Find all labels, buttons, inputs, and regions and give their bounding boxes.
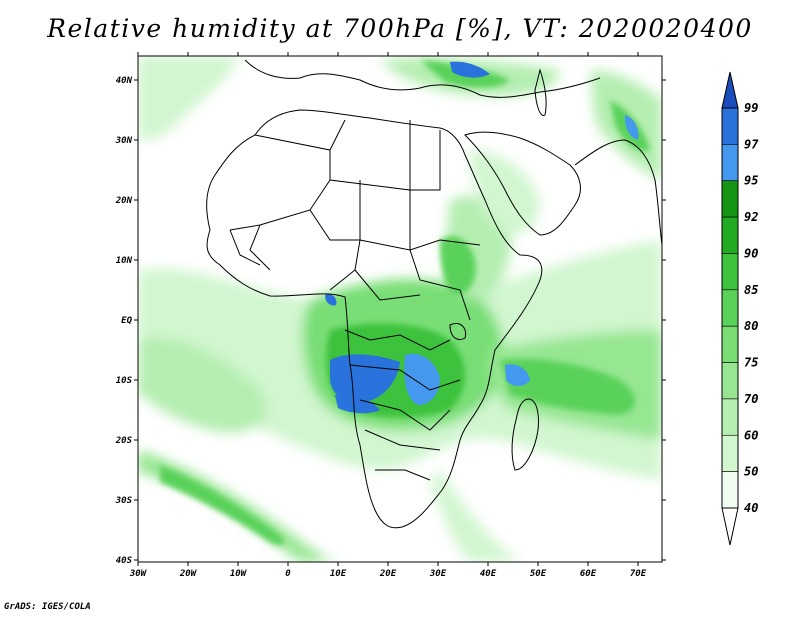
colorbar-label: 50: [744, 465, 758, 479]
colorbar-label: 70: [744, 392, 758, 406]
lon-tick-label: 60E: [580, 569, 597, 579]
lat-tick-label: 10N: [116, 256, 133, 266]
lon-tick-label: 10W: [230, 569, 248, 579]
lon-tick-label: 30W: [129, 569, 148, 579]
lon-tick-label: 0: [285, 569, 291, 579]
colorbar-label: 85: [744, 283, 758, 297]
colorbar-swatch: [721, 325, 739, 363]
lat-tick-label: 40S: [116, 556, 133, 566]
colorbar-top-arrow: [721, 71, 739, 109]
colorbar-swatch: [721, 107, 739, 145]
coastlines: [206, 59, 662, 529]
colorbar-swatch: [721, 144, 739, 182]
lon-tick-label: 20E: [379, 569, 397, 579]
colorbar-label: 75: [744, 356, 758, 370]
colorbar-swatch: [721, 362, 739, 400]
lat-tick-label: 20N: [115, 196, 133, 206]
lat-tick-label: 10S: [116, 376, 133, 386]
colorbar-bottom-arrow: [721, 507, 739, 546]
lat-tick-label: 30S: [115, 496, 133, 506]
colorbar-swatch: [721, 289, 739, 327]
map-frame: [137, 55, 663, 563]
colorbar: 99 97 95 92 90 85 80 75 70 60 50 40: [721, 71, 759, 546]
lat-tick-label: EQ: [121, 316, 132, 326]
colorbar-swatch: [721, 253, 739, 291]
latitude-axis: 40N 30N 20N 10N EQ 10S 20S 30S 40S: [115, 76, 666, 566]
colorbar-label: 99: [744, 101, 758, 115]
humidity-field: [138, 56, 662, 562]
lat-tick-label: 30N: [115, 136, 133, 146]
colorbar-swatch: [721, 216, 739, 254]
colorbar-swatch: [721, 398, 739, 436]
colorbar-swatch: [721, 471, 739, 509]
lon-tick-label: 30E: [429, 569, 447, 579]
map-title: Relative humidity at 700hPa [%], VT: 202…: [47, 14, 753, 43]
colorbar-label: 40: [744, 501, 758, 515]
colorbar-label: 92: [744, 210, 758, 224]
footer-credit: GrADS: IGES/COLA: [4, 602, 91, 612]
colorbar-label: 95: [744, 174, 758, 188]
lon-tick-label: 40E: [480, 569, 497, 579]
colorbar-label: 80: [744, 319, 758, 333]
colorbar-swatch: [721, 434, 739, 472]
colorbar-label: 60: [744, 428, 758, 442]
lon-tick-label: 20W: [179, 569, 198, 579]
lon-tick-label: 70E: [630, 569, 647, 579]
longitude-axis: 30W 20W 10W 0 10E 20E 30E 40E 50E 60E 70E: [129, 52, 647, 579]
lat-tick-label: 20S: [115, 436, 133, 446]
lon-tick-label: 10E: [330, 569, 347, 579]
lon-tick-label: 50E: [530, 569, 547, 579]
colorbar-label: 97: [744, 137, 759, 151]
colorbar-label: 90: [744, 246, 758, 260]
lat-tick-label: 40N: [116, 76, 133, 86]
colorbar-swatch: [721, 180, 739, 218]
